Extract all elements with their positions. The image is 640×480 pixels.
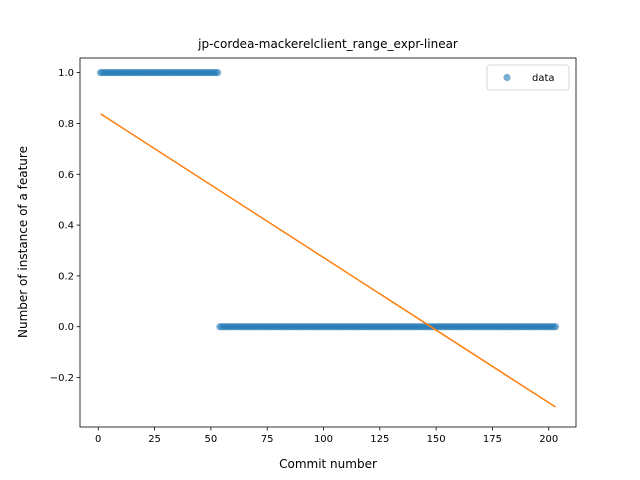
x-tick-label: 125 xyxy=(370,434,389,445)
x-tick-label: 150 xyxy=(427,434,446,445)
x-tick-label: 75 xyxy=(261,434,274,445)
y-axis-label: Number of instance of a feature xyxy=(16,146,30,338)
fit-line xyxy=(100,113,556,408)
plot-area xyxy=(96,69,560,408)
x-tick-label: 100 xyxy=(314,434,333,445)
x-tick-label: 25 xyxy=(148,434,161,445)
axes-frame xyxy=(79,57,577,428)
y-tick-label: 0.8 xyxy=(58,119,74,130)
y-tick-label: 0.0 xyxy=(58,322,74,333)
x-tick-label: 175 xyxy=(483,434,502,445)
x-tick-label: 50 xyxy=(205,434,218,445)
y-tick-label: 0.2 xyxy=(58,271,74,282)
x-tick-label: 0 xyxy=(95,434,101,445)
legend-box xyxy=(486,64,570,91)
y-tick-label: 0.6 xyxy=(58,170,74,181)
axes: 0 25 50 75 100 125 150 175 200 −0.2 0.0 0.2 0.4 0.6 0.… xyxy=(50,57,577,445)
y-tick-label: 1.0 xyxy=(58,68,74,79)
legend-marker xyxy=(503,73,511,82)
chart-title: jp-cordea-mackerelclient_range_expr-line… xyxy=(197,37,458,51)
data-point xyxy=(214,69,222,77)
legend-label: data xyxy=(532,73,555,84)
x-tick-label: 200 xyxy=(539,434,558,445)
y-tick-label: −0.2 xyxy=(50,373,74,384)
data-point xyxy=(551,323,560,331)
x-axis-label: Commit number xyxy=(279,457,377,471)
legend: data xyxy=(486,64,570,91)
y-tick-label: 0.4 xyxy=(58,221,74,232)
